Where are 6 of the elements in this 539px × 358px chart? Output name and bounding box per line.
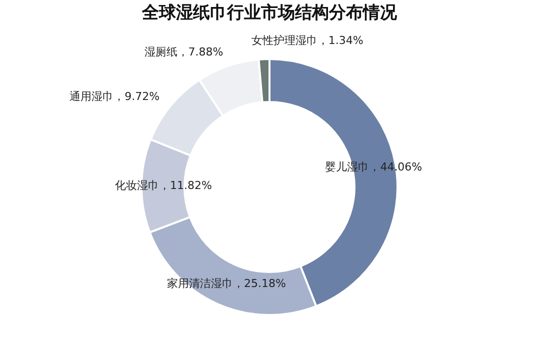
- slice-label: 家用清洁湿巾，25.18%: [167, 276, 286, 290]
- slice-label: 女性护理湿巾，1.34%: [251, 34, 364, 48]
- slice-label: 化妆湿巾，11.82%: [115, 179, 212, 192]
- slice-label: 通用湿巾，9.72%: [70, 90, 160, 104]
- chart-title: 全球湿纸巾行业市场结构分布情况: [141, 3, 398, 23]
- slice-label: 湿厕纸，7.88%: [144, 46, 224, 59]
